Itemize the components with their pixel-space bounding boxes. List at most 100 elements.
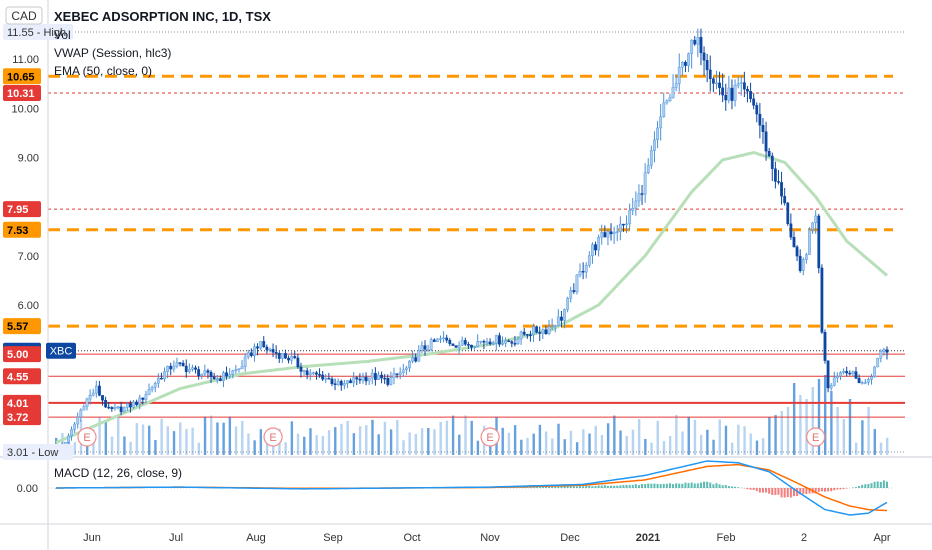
candle-body [764,131,768,152]
macd-histogram-bar [777,488,780,495]
macd-histogram-bar [864,484,867,488]
macd-histogram-bar [780,488,783,498]
macd-histogram-bar [656,483,659,488]
candle-body [253,346,256,356]
candle-body [268,349,272,351]
volume-bar [210,415,213,455]
volume-bar [148,425,151,455]
candle-body [739,82,743,84]
volume-bar [699,434,703,455]
candle-body [169,365,173,370]
candle-body [718,82,721,89]
volume-bar [774,415,777,455]
macd-histogram-bar [783,488,786,498]
candle-body [476,341,480,347]
macd-histogram-bar [699,482,702,488]
x-tick-label: Jun [83,532,101,544]
candle-body [398,372,402,375]
x-tick-label: Aug [246,532,266,544]
volume-bar [830,391,833,455]
volume-bar [234,426,238,455]
volume-bar [141,424,145,455]
candle-body [423,345,427,350]
candle-body [795,246,799,257]
candle-body [553,325,557,327]
earnings-marker[interactable] [77,427,97,447]
candle-body [848,372,852,375]
candle-body [125,403,129,408]
volume-bar [724,425,728,455]
macd-histogram-bar [808,488,811,494]
candle-body [445,337,449,341]
indicator-ema[interactable]: EMA (50, close, 0) [54,64,152,78]
macd-histogram-bar [817,488,820,492]
candle-body [702,52,706,61]
candle-body [488,341,492,345]
earnings-marker[interactable] [480,427,500,447]
volume-bar [743,426,746,455]
macd-histogram-bar [585,485,588,488]
volume-bar [303,436,306,455]
volume-bar [656,420,659,455]
volume-bar [396,419,399,455]
macd-histogram-bar [870,483,873,488]
volume-bar [823,375,827,455]
macd-histogram-bar [799,488,802,495]
candle-body [823,332,827,361]
indicator-vwap[interactable]: VWAP (Session, hlc3) [54,46,171,60]
candle-body [448,340,452,344]
macd-histogram-bar [641,484,644,488]
candle-body [727,87,731,101]
volume-bar [104,421,108,455]
candle-body [132,401,135,408]
candle-body [293,356,297,359]
currency-label: CAD [11,9,37,23]
candle-body [240,366,244,370]
macd-histogram-bar [563,486,566,488]
candle-body [435,338,439,343]
macd-histogram-bar [600,485,603,488]
candle-body [457,345,461,348]
candle-body [814,215,818,224]
candle-body [671,87,675,99]
candle-body [380,374,383,379]
volume-bar [327,430,331,455]
volume-bar [873,429,876,455]
candle-body [811,222,814,231]
candle-body [327,378,331,380]
volume-bar [383,421,387,455]
candle-body [680,62,684,68]
macd-histogram-bar [882,480,885,488]
indicator-vol[interactable]: Vol [54,28,71,42]
candle-body [262,341,266,348]
candle-body [839,372,842,377]
candle-body [587,255,591,266]
macd-label[interactable]: MACD (12, 26, close, 9) [54,466,182,480]
candle-body [876,357,880,368]
candle-body [119,406,123,413]
candle-body [454,345,458,348]
volume-bar [117,416,120,455]
volume-bar [768,417,771,455]
macd-histogram-bar [715,483,718,488]
volume-bar [619,430,622,455]
x-tick-label: 2021 [636,532,660,544]
earnings-marker[interactable] [263,427,283,447]
volume-bar [439,421,442,455]
volume-bar [476,440,480,455]
macd-histogram-bar [678,483,681,488]
macd-histogram-bar [752,488,755,490]
candle-body [411,357,414,362]
candle-body [377,374,380,380]
y-tick-label: 7.00 [18,251,39,263]
macd-histogram-bar [659,484,662,488]
macd-histogram-bar [712,484,715,488]
earnings-marker[interactable] [806,427,826,447]
candle-body [113,407,117,410]
volume-bar [321,435,325,455]
currency-badge[interactable] [5,6,43,25]
candle-body [88,394,92,400]
volume-bar [563,439,566,455]
